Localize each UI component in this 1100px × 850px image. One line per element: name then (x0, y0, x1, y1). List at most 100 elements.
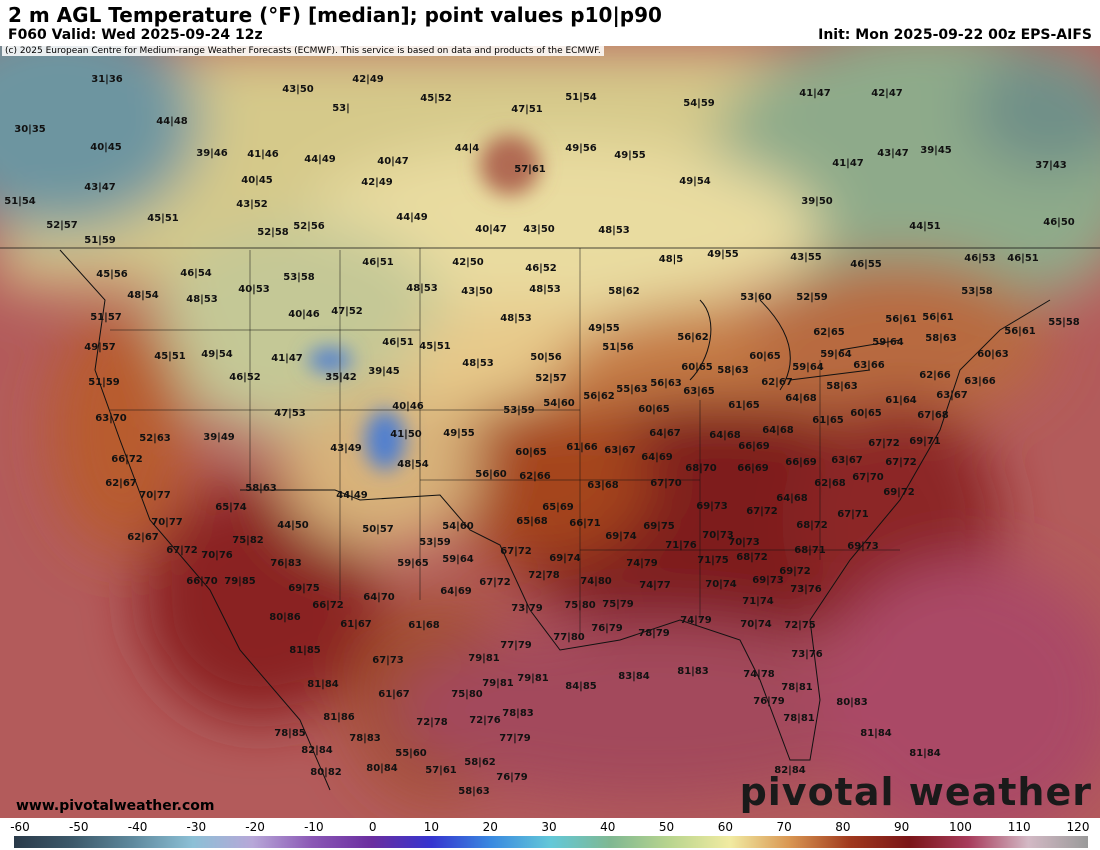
point-value: 79|85 (224, 576, 256, 587)
point-value: 78|79 (638, 628, 670, 639)
point-value: 40|47 (377, 156, 409, 167)
point-value: 84|85 (565, 681, 597, 692)
colorbar-tick: 100 (948, 820, 972, 834)
point-value: 46|55 (850, 259, 882, 270)
point-value: 63|68 (587, 480, 619, 491)
point-value: 70|73 (702, 530, 734, 541)
point-value: 30|35 (14, 124, 46, 135)
map-title: 2 m AGL Temperature (°F) [median]; point… (8, 3, 662, 27)
point-value: 53|60 (740, 292, 772, 303)
point-value: 81|85 (289, 645, 321, 656)
point-value: 72|78 (528, 570, 560, 581)
map-header: 2 m AGL Temperature (°F) [median]; point… (0, 0, 1100, 46)
point-value: 39|49 (203, 432, 235, 443)
point-value: 70|74 (740, 619, 772, 630)
point-value: 40|46 (288, 309, 320, 320)
point-value: 69|73 (847, 541, 879, 552)
point-value: 67|72 (500, 546, 532, 557)
point-value: 67|70 (852, 472, 884, 483)
point-value: 57|61 (514, 164, 546, 175)
point-value: 54|59 (683, 98, 715, 109)
colorbar-tick: 120 (1066, 820, 1090, 834)
point-value: 31|36 (91, 74, 123, 85)
point-value: 46|54 (180, 268, 212, 279)
point-value: 44|49 (396, 212, 428, 223)
point-value: 55|63 (616, 384, 648, 395)
point-value: 53|59 (419, 537, 451, 548)
point-value: 81|84 (909, 748, 941, 759)
point-value: 63|66 (853, 360, 885, 371)
point-value: 64|68 (785, 393, 817, 404)
point-value: 74|79 (626, 558, 658, 569)
point-value: 39|45 (920, 145, 952, 156)
point-value: 64|67 (649, 428, 681, 439)
point-value: 74|78 (743, 669, 775, 680)
point-value: 56|62 (583, 391, 615, 402)
valid-time: F060 Valid: Wed 2025-09-24 12z (8, 27, 263, 43)
point-value: 40|46 (392, 401, 424, 412)
point-value: 44|51 (909, 221, 941, 232)
point-value: 45|51 (154, 351, 186, 362)
point-value: 82|84 (774, 765, 806, 776)
point-value: 66|69 (737, 463, 769, 474)
point-value: 48|53 (406, 283, 438, 294)
point-value: 49|55 (588, 323, 620, 334)
point-value: 51|54 (4, 196, 36, 207)
point-value: 43|47 (877, 148, 909, 159)
point-value: 46|51 (362, 257, 394, 268)
point-value: 40|47 (475, 224, 507, 235)
point-value: 74|80 (580, 576, 612, 587)
init-time: Init: Mon 2025-09-22 00z EPS-AIFS (818, 27, 1092, 43)
colorbar-tick: 60 (717, 820, 733, 834)
point-value: 56|61 (922, 312, 954, 323)
colorbar-tick: 20 (482, 820, 498, 834)
point-value: 49|56 (565, 143, 597, 154)
point-value: 51|56 (602, 342, 634, 353)
point-value: 62|66 (919, 370, 951, 381)
point-value: 43|50 (461, 286, 493, 297)
point-value: 69|74 (605, 531, 637, 542)
point-value: 46|52 (229, 372, 261, 383)
point-value: 72|76 (469, 715, 501, 726)
point-value: 62|67 (127, 532, 159, 543)
point-value: 82|84 (301, 745, 333, 756)
point-value: 66|71 (569, 518, 601, 529)
point-value: 71|75 (697, 555, 729, 566)
point-value: 46|50 (1043, 217, 1075, 228)
point-value: 69|75 (288, 583, 320, 594)
point-value: 76|83 (270, 558, 302, 569)
point-value: 67|73 (372, 655, 404, 666)
point-value: 50|57 (362, 524, 394, 535)
point-value: 64|69 (440, 586, 472, 597)
colorbar-tick: 90 (894, 820, 910, 834)
point-value: 77|79 (500, 640, 532, 651)
colorbar: -60 -50 -40 -30 -20 -10 0 10 20 30 40 50 60 70 80 90 100… (0, 818, 1100, 850)
colorbar-tick: -20 (245, 820, 265, 834)
colorbar-tick: 110 (1007, 820, 1031, 834)
point-value: 66|72 (312, 600, 344, 611)
point-value: 80|82 (310, 767, 342, 778)
colorbar-gradient (14, 836, 1088, 848)
point-value: 39|46 (196, 148, 228, 159)
point-value: 52|56 (293, 221, 325, 232)
point-value: 75|79 (602, 599, 634, 610)
website-link[interactable]: www.pivotalweather.com (16, 798, 215, 814)
point-value: 64|68 (709, 430, 741, 441)
point-value: 48|53 (500, 313, 532, 324)
point-value: 43|50 (523, 224, 555, 235)
point-value: 46|52 (525, 263, 557, 274)
point-value: 58|62 (464, 757, 496, 768)
point-value: 59|64 (792, 362, 824, 373)
point-value: 62|66 (519, 471, 551, 482)
point-value: 49|55 (614, 150, 646, 161)
colorbar-tick: -60 (10, 820, 30, 834)
point-value: 61|68 (408, 620, 440, 631)
point-value: 68|72 (736, 552, 768, 563)
point-value: 61|67 (340, 619, 372, 630)
colorbar-tick: 80 (835, 820, 851, 834)
point-value: 35|42 (325, 372, 357, 383)
point-value: 50|56 (530, 352, 562, 363)
point-value: 52|63 (139, 433, 171, 444)
point-value: 67|72 (479, 577, 511, 588)
point-value: 40|45 (90, 142, 122, 153)
